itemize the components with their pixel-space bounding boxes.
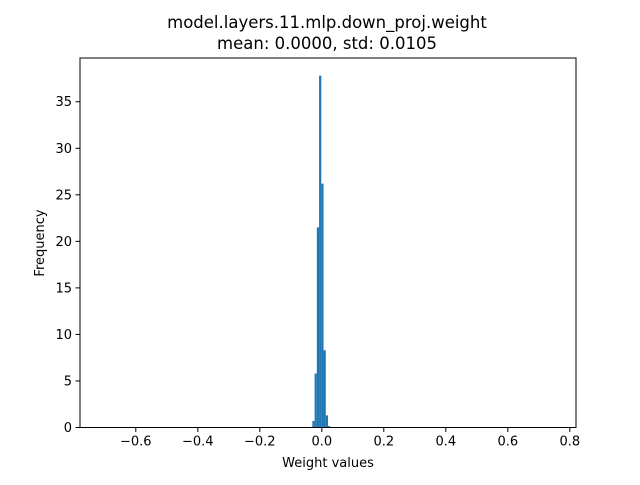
y-tick-label: 20 [55,235,72,250]
histogram-bar [328,426,331,428]
histogram-bar [321,183,324,428]
chart-subtitle: mean: 0.0000, std: 0.0105 [217,34,437,53]
histogram-bars [312,75,331,428]
x-axis-label: Weight values [282,456,374,471]
x-tick-label: 0.2 [373,435,394,450]
y-tick-label: 35 [55,95,72,110]
x-tick-label: −0.6 [120,435,152,450]
x-tick-label: −0.2 [244,435,276,450]
x-tick-label: −0.4 [182,435,214,450]
y-tick-label: 10 [55,328,72,343]
x-axis-ticks: −0.6 −0.4 −0.2 0.0 0.2 0.4 0.6 0.8 [120,427,580,450]
x-tick-label: 0.8 [559,435,580,450]
y-axis-ticks: 0 5 10 15 20 25 30 35 [55,95,80,436]
y-tick-label: 30 [55,142,72,157]
y-tick-label: 25 [55,188,72,203]
plot-frame [79,57,577,428]
histogram-bar [314,373,317,428]
x-tick-label: 0.4 [435,435,456,450]
x-tick-label: 0.6 [497,435,518,450]
histogram-bar [316,227,320,428]
x-tick-label: 0.0 [311,435,332,450]
histogram-bar [312,420,315,428]
y-axis-label: Frequency [33,209,48,276]
y-tick-label: 5 [64,374,72,389]
histogram-bar [325,415,328,428]
y-tick-label: 0 [64,421,72,436]
y-tick-label: 15 [55,281,72,296]
chart-title: model.layers.11.mlp.down_proj.weight [167,13,487,33]
histogram-bar [323,350,326,428]
histogram-bar [319,75,322,428]
